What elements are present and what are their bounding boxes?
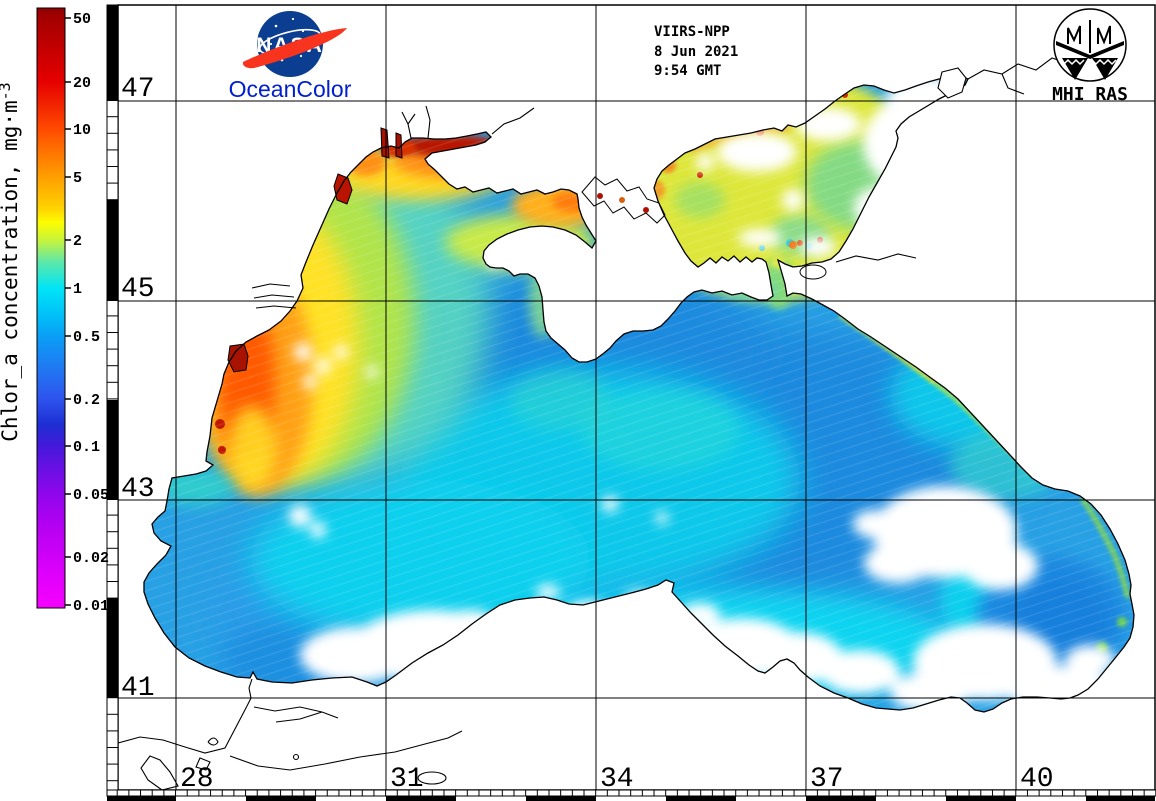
mhi-emblem-glyph-icon [1067,20,1111,53]
graticule-labels: 47 45 43 41 28 31 34 37 40 [121,74,1054,795]
cbar-tick-20: 20 [73,75,91,92]
sivash-bloom-dots [597,193,649,213]
colorbar-gradient [36,7,66,609]
chlorophyll-field [144,76,1134,712]
colorbar: 50 20 10 5 2 1 0.5 0.2 0.1 0.05 0.02 0.0… [0,7,109,615]
lat-label-45: 45 [121,274,155,305]
cbar-tick-0-1: 0.1 [73,439,100,456]
caption-date: 8 Jun 2021 [654,44,738,60]
caption-sensor: VIIRS-NPP [654,24,730,40]
colorbar-tick-marks [65,17,71,606]
lon-label-40: 40 [1020,764,1054,795]
mhi-wordmark: MHI RAS [1052,84,1128,105]
colorbar-title: Chlor_a concentration, mg·m-3 [0,82,22,441]
lon-label-34: 34 [600,764,634,795]
image-caption: VIIRS-NPP 8 Jun 2021 9:54 GMT [654,24,738,79]
coastline [143,75,1135,713]
nasa-swoosh-icon [242,28,347,69]
graticule [118,5,1155,790]
cbar-tick-0-01: 0.01 [73,598,109,615]
mhi-emblem-wave-line-icon [1059,58,1117,66]
cbar-tick-1: 1 [73,281,82,298]
lat-label-43: 43 [121,474,155,505]
cbar-tick-10: 10 [73,122,91,139]
mhi-ras-logo: MHI RAS [1052,8,1128,105]
lon-label-28: 28 [180,764,214,795]
cbar-tick-0-05: 0.05 [73,487,109,504]
mhi-emblem-wings-icon [1056,41,1124,59]
lon-label-31: 31 [390,764,424,795]
cbar-tick-0-02: 0.02 [73,550,109,567]
cbar-tick-5: 5 [73,170,82,187]
lat-label-47: 47 [121,74,155,105]
caption-time: 9:54 GMT [654,63,721,79]
nasa-oceancolor-logo: NASA OceanColor [229,11,352,102]
map-frame-rulers [106,4,1156,801]
cbar-tick-0-2: 0.2 [73,392,100,409]
cbar-tick-50: 50 [73,11,91,28]
lon-label-37: 37 [810,764,844,795]
oceancolor-wordmark: OceanColor [229,76,352,102]
colorbar-tick-labels: 50 20 10 5 2 1 0.5 0.2 0.1 0.05 0.02 0.0… [73,11,109,615]
cbar-tick-2: 2 [73,233,82,250]
auxiliary-coastlines [117,57,1071,791]
lat-label-41: 41 [121,673,155,704]
cbar-tick-0-5: 0.5 [73,329,100,346]
